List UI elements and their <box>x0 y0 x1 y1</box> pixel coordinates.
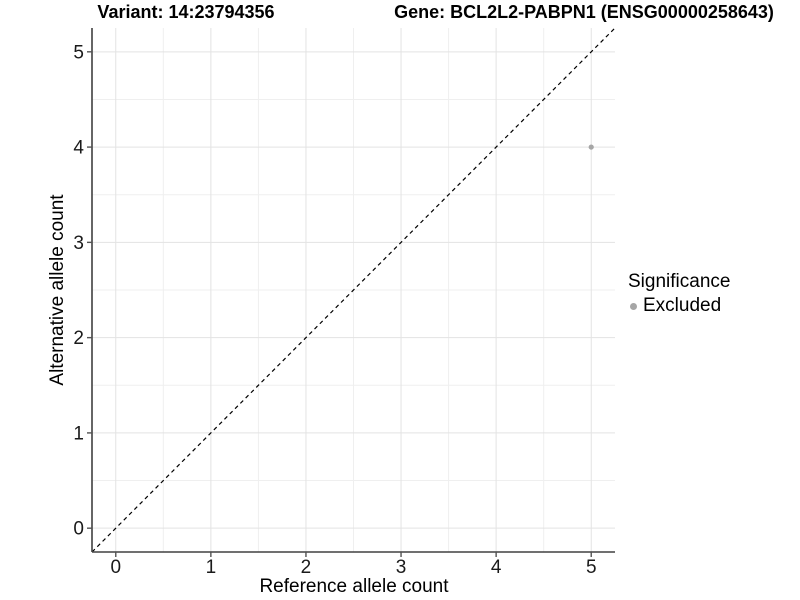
x-tick-label: 1 <box>206 557 217 578</box>
identity-dashed-line <box>91 27 616 553</box>
gene-title: Gene: BCL2L2-PABPN1 (ENSG00000258643) <box>394 2 774 22</box>
legend-item-excluded: Excluded <box>628 295 730 317</box>
y-axis-title: Alternative allele count <box>47 194 68 386</box>
variant-title: Variant: 14:23794356 <box>97 2 275 22</box>
legend: Significance Excluded <box>628 271 730 317</box>
y-tick-label: 2 <box>73 328 84 349</box>
y-tick-label: 4 <box>73 138 84 159</box>
y-tick-label: 5 <box>73 42 84 63</box>
x-tick-label: 3 <box>396 557 407 578</box>
x-tick-label: 2 <box>301 557 312 578</box>
legend-item-label: Excluded <box>643 295 722 316</box>
y-tick-label: 0 <box>73 519 84 540</box>
x-tick-label: 4 <box>491 557 502 578</box>
x-axis-title: Reference allele count <box>259 576 449 597</box>
y-tick-label: 1 <box>73 423 84 444</box>
x-tick-label: 0 <box>110 557 121 578</box>
legend-title: Significance <box>628 271 731 292</box>
y-tick-label: 3 <box>73 233 84 254</box>
excluded-point-swatch-icon <box>630 302 637 310</box>
x-tick-label: 5 <box>586 557 597 578</box>
data-point <box>588 144 594 150</box>
